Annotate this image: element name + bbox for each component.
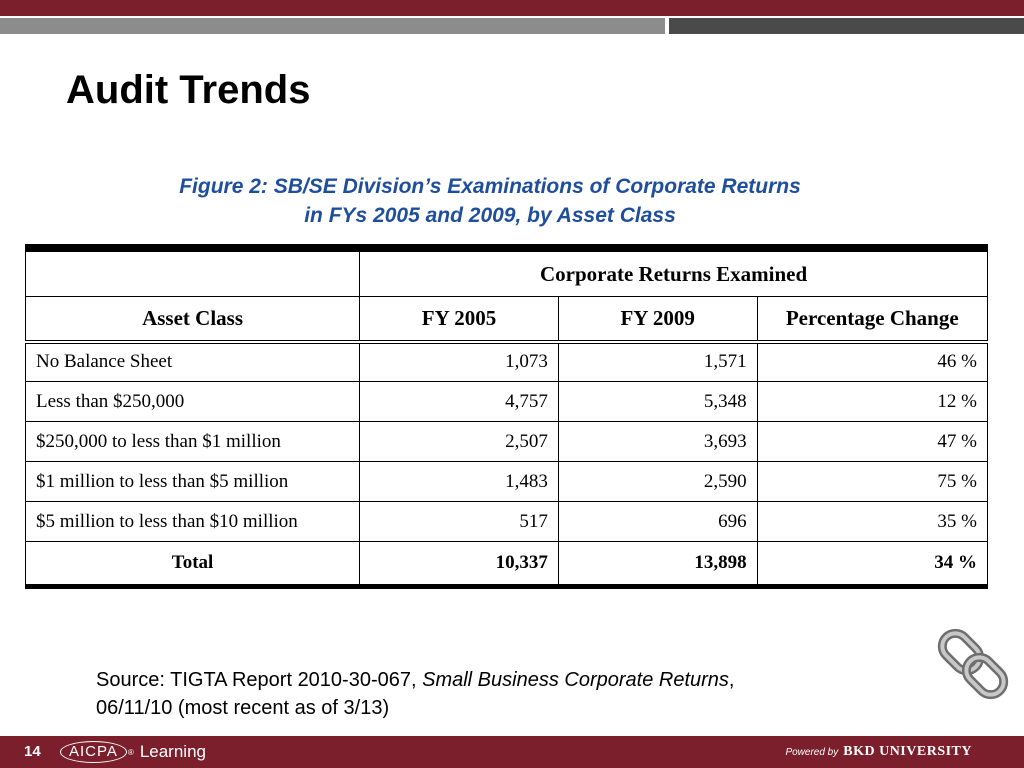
fy2005-cell: 4,757 xyxy=(359,381,559,422)
chain-link-icon[interactable] xyxy=(936,624,1010,704)
column-header-fy2009: FY 2009 xyxy=(557,296,758,344)
top-gray-bar-left xyxy=(0,18,665,34)
figure-caption-line2: in FYs 2005 and 2009, by Asset Class xyxy=(304,204,676,227)
total-fy2009: 13,898 xyxy=(557,541,758,585)
asset-class-cell: No Balance Sheet xyxy=(24,341,361,382)
percentage-change-cell: 75 % xyxy=(756,461,989,502)
source-suffix: , xyxy=(728,669,735,691)
page-number: 14 xyxy=(24,743,41,760)
powered-by-logo: Powered by BKD UNIVERSITY xyxy=(785,744,972,760)
learning-wordmark: Learning xyxy=(139,742,206,761)
table-row: $5 million to less than $10 million 517 … xyxy=(24,501,989,542)
fy2009-cell: 1,571 xyxy=(557,341,758,382)
data-table: Corporate Returns Examined Asset Class F… xyxy=(24,251,989,585)
fy2009-cell: 3,693 xyxy=(557,421,758,462)
fy2009-cell: 696 xyxy=(557,501,758,542)
footer-bar: 14 AICPA ® Learning Powered by BKD UNIVER… xyxy=(0,736,1024,768)
total-percentage-change: 34 % xyxy=(756,541,989,585)
table-row: No Balance Sheet 1,073 1,571 46 % xyxy=(24,341,989,382)
table-group-header-row: Corporate Returns Examined xyxy=(24,251,988,297)
table-header-row: Asset Class FY 2005 FY 2009 Percentage C… xyxy=(24,296,989,344)
percentage-change-cell: 35 % xyxy=(756,501,989,542)
column-header-asset-class: Asset Class xyxy=(24,296,361,344)
table-row: $1 million to less than $5 million 1,483… xyxy=(24,461,989,502)
table-row: Less than $250,000 4,757 5,348 12 % xyxy=(24,381,989,422)
top-gray-bar-right xyxy=(669,18,1024,34)
source-date: 06/11/10 (most recent as of 3/13) xyxy=(96,697,390,719)
aicpa-learning-logo: AICPA ® Learning xyxy=(60,740,206,764)
aicpa-wordmark: AICPA xyxy=(60,741,127,763)
asset-class-cell: $5 million to less than $10 million xyxy=(24,501,361,542)
group-header: Corporate Returns Examined xyxy=(359,251,988,297)
table-total-row: Total 10,337 13,898 34 % xyxy=(24,541,989,585)
source-report-title: Small Business Corporate Returns xyxy=(422,669,729,691)
bkd-university-wordmark: BKD UNIVERSITY xyxy=(843,744,972,759)
total-fy2005: 10,337 xyxy=(359,541,559,585)
percentage-change-cell: 47 % xyxy=(756,421,989,462)
figure-caption-line1: Figure 2: SB/SE Division’s Examinations … xyxy=(179,175,801,198)
fy2005-cell: 517 xyxy=(359,501,559,542)
fy2009-cell: 5,348 xyxy=(557,381,758,422)
source-note: Source: TIGTA Report 2010-30-067, Small … xyxy=(96,666,926,722)
table-corner-cell xyxy=(24,251,361,297)
fy2005-cell: 1,483 xyxy=(359,461,559,502)
source-prefix: Source: TIGTA Report 2010-30-067, xyxy=(96,669,423,691)
powered-by-text: Powered by xyxy=(785,747,839,758)
percentage-change-cell: 12 % xyxy=(756,381,989,422)
percentage-change-cell: 46 % xyxy=(756,341,989,382)
figure-caption: Figure 2: SB/SE Division’s Examinations … xyxy=(60,172,920,230)
column-header-fy2005: FY 2005 xyxy=(359,296,559,344)
total-label: Total xyxy=(24,541,361,585)
asset-class-cell: $1 million to less than $5 million xyxy=(24,461,361,502)
asset-class-cell: $250,000 to less than $1 million xyxy=(24,421,361,462)
top-accent-bar xyxy=(0,0,1024,16)
asset-class-cell: Less than $250,000 xyxy=(24,381,361,422)
table-row: $250,000 to less than $1 million 2,507 3… xyxy=(24,421,989,462)
registered-mark: ® xyxy=(127,747,134,757)
slide-title: Audit Trends xyxy=(66,68,311,112)
column-header-percentage-change: Percentage Change xyxy=(756,296,989,344)
fy2005-cell: 1,073 xyxy=(359,341,559,382)
examinations-table: Corporate Returns Examined Asset Class F… xyxy=(24,244,989,589)
fy2005-cell: 2,507 xyxy=(359,421,559,462)
fy2009-cell: 2,590 xyxy=(557,461,758,502)
